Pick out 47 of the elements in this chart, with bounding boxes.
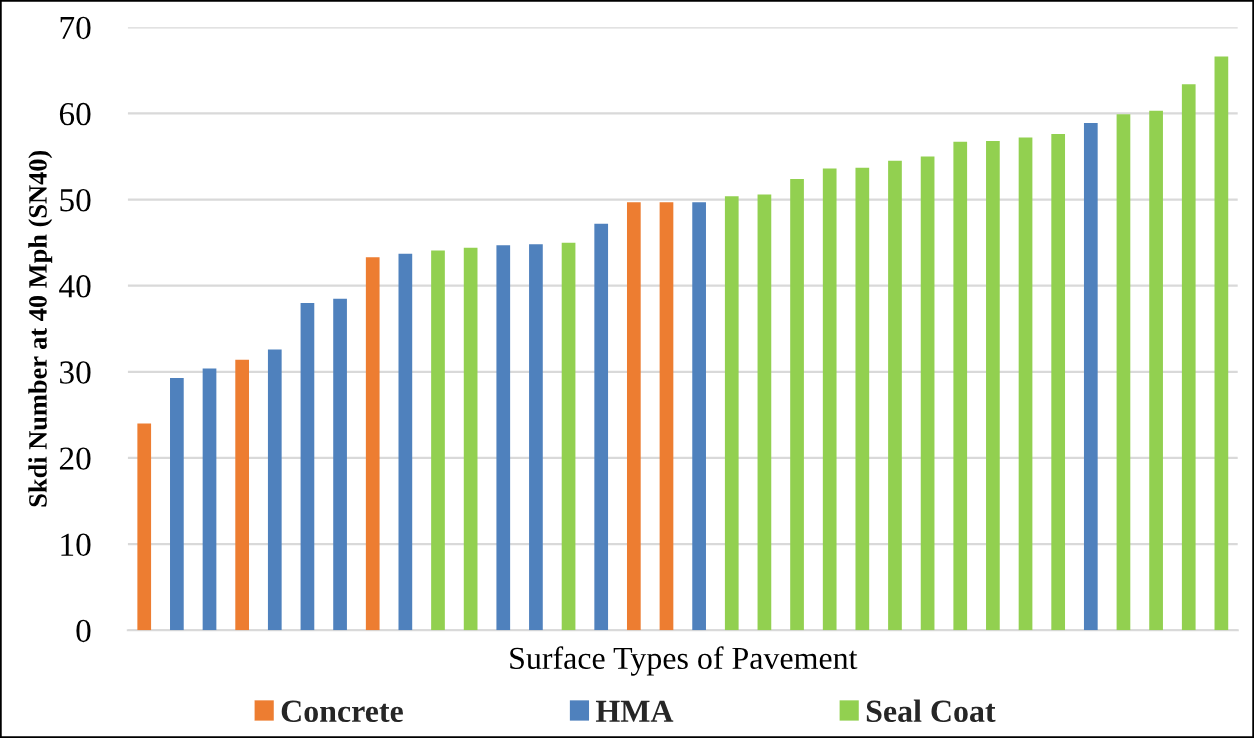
bar bbox=[1051, 134, 1066, 631]
x-axis-title: Surface Types of Pavement bbox=[510, 646, 858, 676]
bar bbox=[333, 298, 347, 631]
bar bbox=[561, 242, 576, 631]
bar bbox=[463, 247, 478, 631]
bar bbox=[202, 368, 217, 631]
bar bbox=[626, 202, 641, 631]
bar bbox=[267, 349, 282, 631]
legend-label: HMA bbox=[595, 700, 674, 722]
bar bbox=[1083, 122, 1098, 631]
bar bbox=[920, 156, 935, 631]
bar bbox=[757, 194, 772, 631]
y-tick-label: 70 bbox=[60, 16, 91, 40]
bar bbox=[822, 168, 837, 631]
bar bbox=[529, 244, 543, 631]
bar bbox=[300, 302, 315, 631]
bar bbox=[888, 160, 902, 631]
y-tick-label: 10 bbox=[61, 533, 91, 557]
bar bbox=[398, 253, 413, 631]
bar bbox=[1214, 56, 1229, 631]
bar bbox=[137, 423, 152, 631]
y-tick-label: 0 bbox=[76, 619, 91, 643]
bar bbox=[594, 223, 609, 631]
bar bbox=[365, 257, 380, 631]
y-tick-label: 20 bbox=[59, 447, 91, 470]
bar bbox=[986, 141, 1000, 631]
bar bbox=[790, 178, 804, 631]
y-tick-label: 30 bbox=[60, 361, 91, 384]
y-tick-label: 40 bbox=[59, 275, 91, 298]
bar bbox=[1149, 110, 1163, 631]
bar bbox=[431, 250, 445, 631]
bar bbox=[855, 167, 870, 631]
bar bbox=[170, 377, 184, 631]
bar bbox=[659, 202, 674, 631]
bar bbox=[496, 245, 511, 631]
bar bbox=[724, 196, 739, 631]
bar bbox=[1116, 114, 1131, 631]
bar bbox=[692, 202, 706, 631]
legend-label: Concrete bbox=[281, 700, 403, 723]
bar bbox=[235, 359, 250, 631]
y-tick-label: 60 bbox=[59, 102, 91, 126]
bar bbox=[953, 141, 968, 631]
y-axis-title: Skdi Number at 40 Mph (SN40) bbox=[28, 150, 53, 507]
y-tick-label: 50 bbox=[60, 188, 91, 212]
bar bbox=[1018, 137, 1033, 631]
bar bbox=[1181, 84, 1196, 631]
legend-label: Seal Coat bbox=[866, 699, 996, 723]
